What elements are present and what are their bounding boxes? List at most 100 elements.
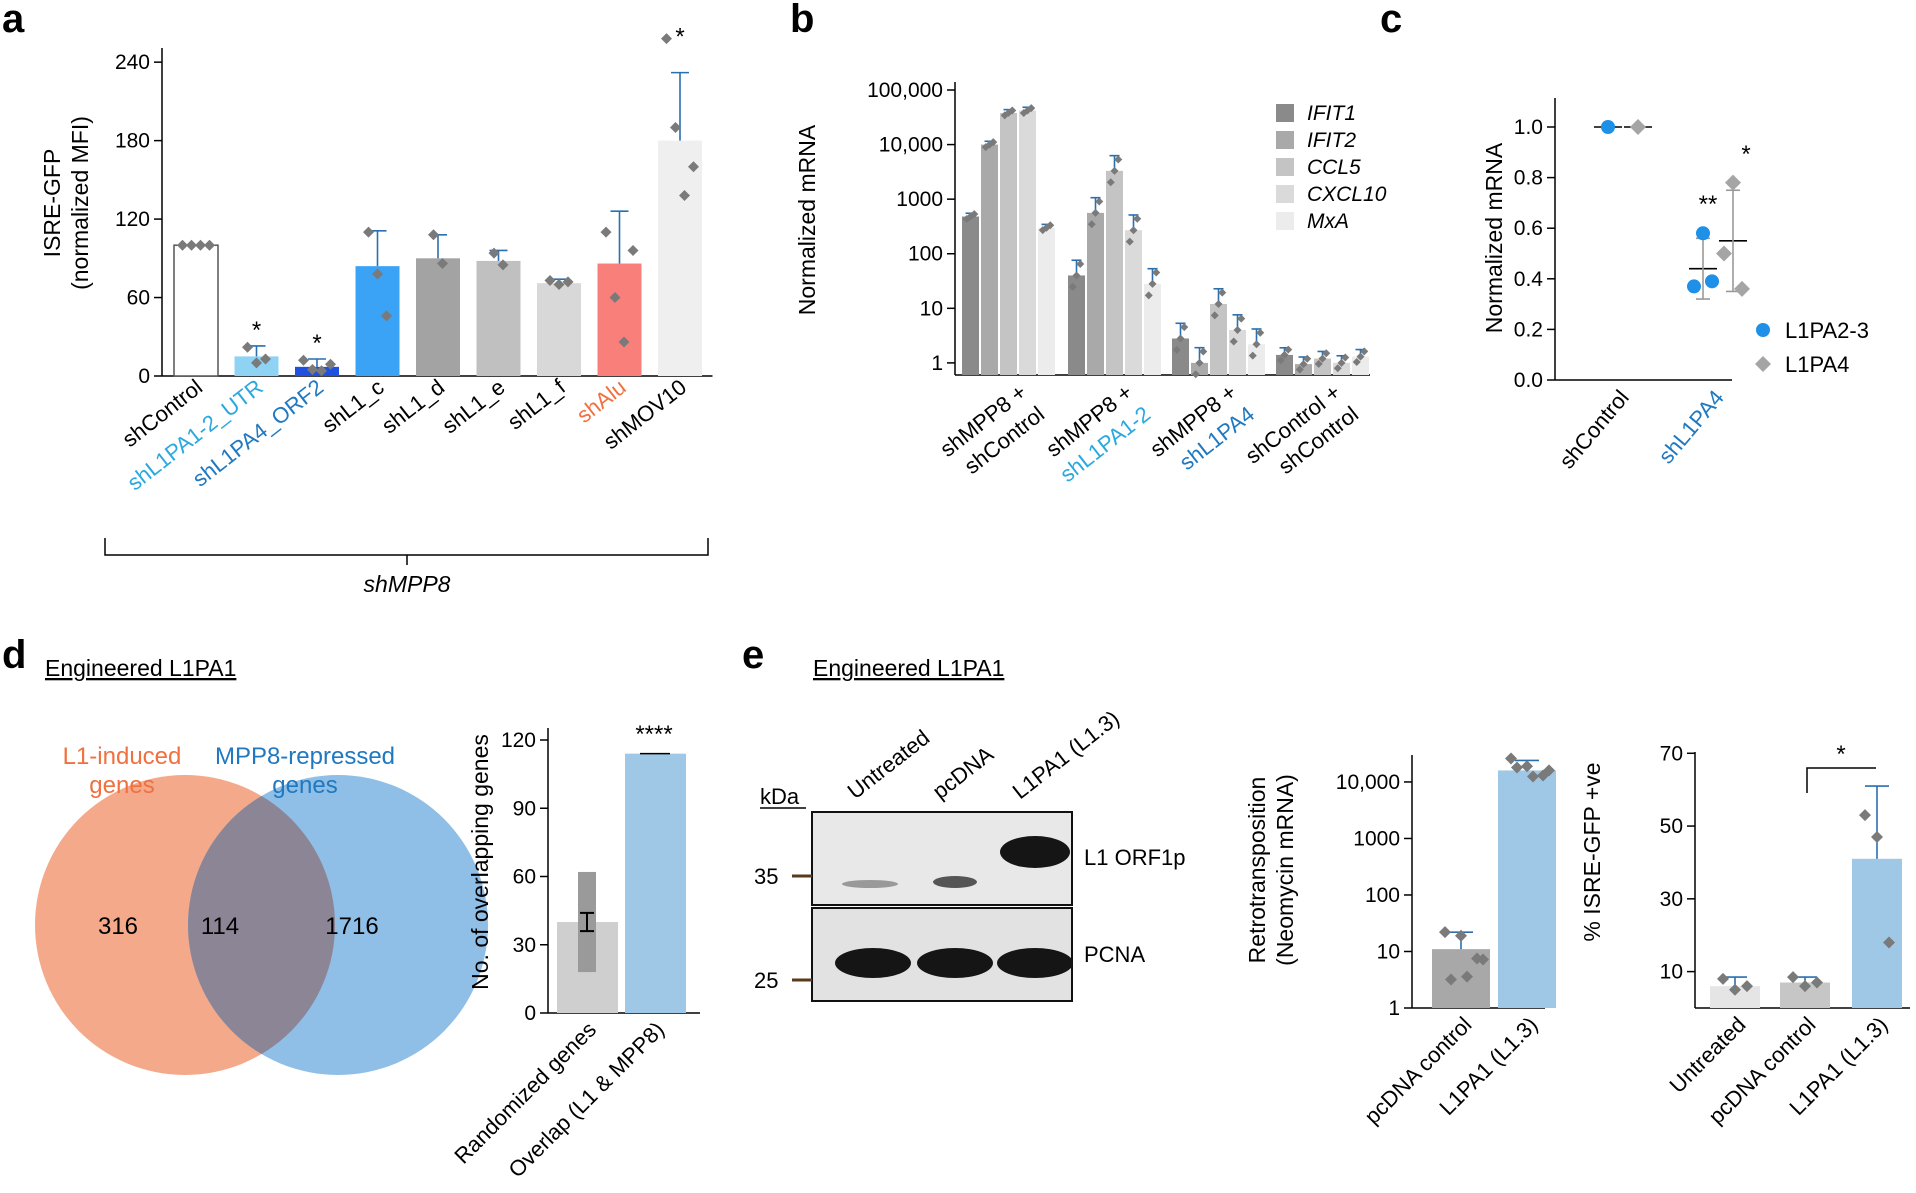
panel-a-category-label: shL1_f xyxy=(503,374,571,435)
panel-a-significance: * xyxy=(312,330,321,357)
panel-b-point xyxy=(1280,350,1289,359)
panel-d-ytick-label: 30 xyxy=(513,934,536,957)
panel-e2-ylabel: % ISRE-GFP +ve xyxy=(1579,762,1605,941)
panel-a-letter: a xyxy=(2,0,25,41)
panel-e2-point xyxy=(1811,976,1823,989)
panel-a-bar-shalu xyxy=(597,263,642,376)
panel-b-point xyxy=(1318,354,1327,363)
panel-b-ytick-label: 100,000 xyxy=(867,79,943,102)
panel-a-ytick-label: 240 xyxy=(115,51,150,74)
panel-a-point xyxy=(177,239,188,251)
panel-d-ytick-label: 0 xyxy=(524,1002,536,1025)
panel-e1-ytick-label: 10,000 xyxy=(1336,771,1400,794)
panel-b-legend-swatch xyxy=(1276,131,1294,149)
panel-d-ytick-label: 60 xyxy=(513,866,536,889)
panel-c-legend-label: L1PA4 xyxy=(1785,352,1849,377)
panel-d-ylabel: No. of overlapping genes xyxy=(467,734,493,990)
panel-b-bar-ifit2 xyxy=(981,144,998,375)
panel-a-point xyxy=(562,276,574,288)
panel-b-ytick-label: 1 xyxy=(931,352,943,375)
panel-b-ylabel: Normalized mRNA xyxy=(794,124,820,315)
panel-c-significance-l1pa2-3: ** xyxy=(1699,191,1718,218)
panel-b-point xyxy=(1095,197,1104,206)
panel-b-point xyxy=(1303,354,1312,363)
panel-e1-bar xyxy=(1498,770,1556,1008)
panel-c-ytick-label: 1.0 xyxy=(1514,116,1543,139)
venn-diagram: L1-induced genes MPP8-repressed genes 31… xyxy=(35,743,488,1075)
panel-a-ytick-label: 60 xyxy=(127,287,150,310)
panel-e1-point xyxy=(1527,770,1539,783)
panel-a-point xyxy=(242,341,253,353)
venn-overlap xyxy=(188,775,335,1075)
panel-b-bar-mxa xyxy=(1248,344,1265,375)
panel-b-point xyxy=(1248,351,1257,360)
panel-b-point xyxy=(1276,356,1285,365)
panel-e2-ytick-label: 50 xyxy=(1660,815,1683,838)
panel-b-legend-label: CCL5 xyxy=(1307,156,1361,179)
venn-left-label-1: L1-induced xyxy=(63,743,182,770)
panel-b-point xyxy=(1333,364,1342,373)
blot-band-orf1p-pcdna xyxy=(933,876,977,888)
panel-e: Engineered L1PA1 Untreated pcDNA L1PA1 (… xyxy=(754,655,1910,1129)
panel-c-legend-label: L1PA2-3 xyxy=(1785,318,1869,343)
panel-d-bar-overlap xyxy=(625,753,686,1013)
panel-a-point xyxy=(363,226,374,238)
panel-d-ytick-label: 120 xyxy=(501,729,536,752)
shmpp8-label: shMPP8 xyxy=(364,571,451,597)
panel-b-point xyxy=(1172,345,1181,354)
panel-a-bar-shl1_f xyxy=(537,283,581,376)
panel-e1-ylabel: Retrotransposition xyxy=(1244,777,1270,964)
panel-b-legend-swatch xyxy=(1276,104,1294,122)
panel-b-legend-label: CXCL10 xyxy=(1307,183,1387,206)
panel-a-point xyxy=(661,33,672,45)
panel-b-point xyxy=(1337,358,1346,367)
panel-a-point xyxy=(316,365,327,377)
panel-e1-ytick-label: 100 xyxy=(1365,884,1400,907)
panel-e2-point xyxy=(1729,983,1741,996)
panel-c-ytick-label: 0.4 xyxy=(1514,268,1544,291)
panel-b-point xyxy=(1110,166,1119,175)
panel-b-point xyxy=(1360,347,1369,356)
panel-c-ylabel: Normalized mRNA xyxy=(1481,142,1507,333)
panel-a-point xyxy=(260,353,271,365)
blot-lane-l1pa1: L1PA1 (L1.3) xyxy=(1008,705,1124,804)
panel-e2-ytick-label: 70 xyxy=(1660,742,1683,765)
panel-a-significance: * xyxy=(675,24,684,51)
panel-e2-point xyxy=(1859,809,1871,822)
panel-b-point xyxy=(1125,237,1134,246)
panel-c-point-l1pa4 xyxy=(1734,280,1750,297)
panel-a-point xyxy=(204,239,215,251)
panel-b-point xyxy=(1087,220,1096,229)
panel-e1-point xyxy=(1521,760,1533,773)
panel-e-letter: e xyxy=(742,633,764,677)
panel-b-point xyxy=(1072,271,1081,280)
panel-b-point xyxy=(1256,328,1265,337)
panel-a-point xyxy=(488,247,500,259)
panel-b-point xyxy=(1144,291,1153,300)
blot-band-label-orf1p: L1 ORF1p xyxy=(1084,845,1186,870)
panel-a-point xyxy=(670,122,681,134)
western-blot: Untreated pcDNA L1PA1 (L1.3) kDa 35 25 L… xyxy=(754,705,1186,1002)
panel-b-point xyxy=(970,210,979,219)
panel-a-point xyxy=(497,259,509,271)
panel-b-point xyxy=(1046,221,1055,230)
shmpp8-bracket xyxy=(104,538,709,556)
panel-c-point-l1pa4 xyxy=(1630,119,1646,135)
panel-b-bar-ccl5 xyxy=(1106,170,1123,375)
panel-c-significance-l1pa4: * xyxy=(1741,141,1750,168)
panel-a-point xyxy=(688,161,699,173)
panel-b-point xyxy=(1068,282,1077,291)
panel-a-point xyxy=(372,268,383,280)
panel-b-bar-ccl5 xyxy=(1000,112,1017,376)
panel-a-bar-shmov10 xyxy=(658,140,702,376)
panel-b-bar-ifit2 xyxy=(1087,212,1104,375)
blot-lane-untreated: Untreated xyxy=(843,725,935,804)
panel-b-point xyxy=(1314,359,1323,368)
panel-e2-sig-bracket xyxy=(1806,767,1876,793)
venn-left-label-2: genes xyxy=(89,772,154,799)
panel-e1-ylabel-2: (Neomycin mRNA) xyxy=(1272,774,1298,966)
panel-e2-point xyxy=(1883,936,1895,949)
panel-a-ylabel: ISRE-GFP xyxy=(39,149,65,258)
panel-b-bar-mxa xyxy=(1144,283,1161,375)
